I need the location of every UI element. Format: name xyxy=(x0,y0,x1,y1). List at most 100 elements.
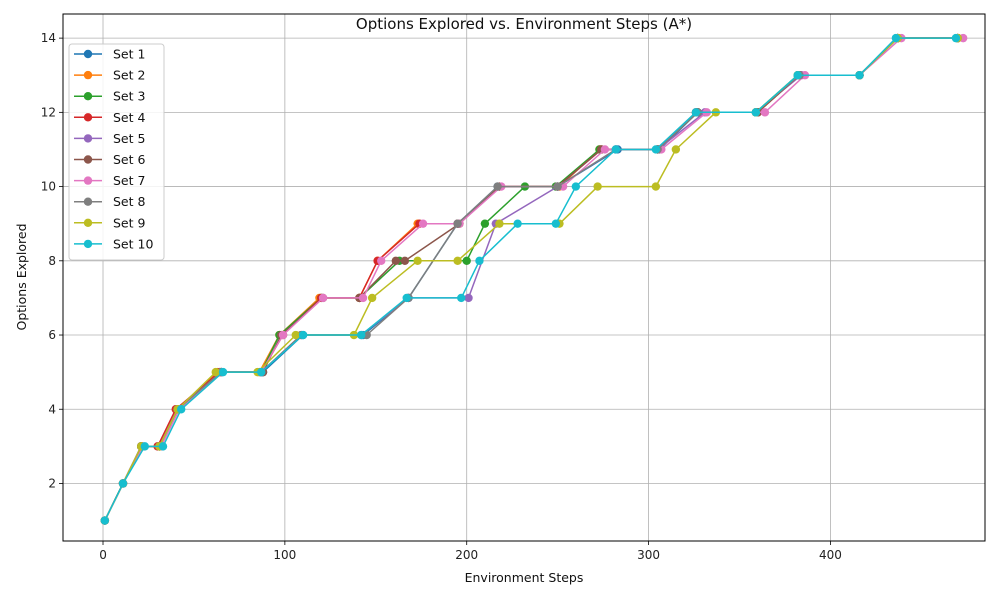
data-point-set-9 xyxy=(413,256,422,265)
data-point-set-8 xyxy=(553,182,562,191)
data-point-set-10 xyxy=(218,367,228,377)
y-tick-label: 12 xyxy=(41,105,56,119)
data-point-set-8 xyxy=(493,182,502,191)
legend-item-set-7: Set 7 xyxy=(74,173,145,188)
data-point-set-9 xyxy=(367,293,377,303)
x-tick-label: 400 xyxy=(819,548,842,562)
legend-item-set-1: Set 1 xyxy=(74,47,145,62)
legend-label: Set 6 xyxy=(113,152,145,167)
data-point-set-9 xyxy=(651,182,661,191)
data-point-set-9 xyxy=(453,256,462,265)
legend-label: Set 5 xyxy=(113,131,145,146)
legend-item-set-9: Set 9 xyxy=(74,215,145,230)
data-point-set-7 xyxy=(358,293,368,303)
legend-marker xyxy=(83,176,93,185)
x-tick-label: 100 xyxy=(273,548,296,562)
data-point-set-10 xyxy=(257,367,266,377)
legend-label: Set 8 xyxy=(113,194,145,209)
legend: Set 1 Set 2 Set 3 Set 4 Set 5 Set 6 Set 7 Set 8… xyxy=(68,43,165,261)
y-tick-label: 4 xyxy=(48,402,56,416)
legend-label: Set 9 xyxy=(113,215,145,230)
data-point-set-3 xyxy=(480,219,490,228)
legend-item-set-2: Set 2 xyxy=(74,68,145,83)
data-point-set-10 xyxy=(611,145,621,154)
y-axis-label: Options Explored xyxy=(14,223,29,330)
series-set-10 xyxy=(100,33,961,525)
legend-marker xyxy=(83,134,93,143)
data-point-set-10 xyxy=(793,71,802,80)
data-point-set-10 xyxy=(298,330,308,340)
x-tick-label: 300 xyxy=(637,548,660,562)
data-point-set-8 xyxy=(453,219,462,228)
legend-item-set-10: Set 10 xyxy=(74,236,153,251)
ticks: 0 100 200 300 400 2 4 6 8 10 12 14 xyxy=(41,31,842,562)
data-point-set-10 xyxy=(651,145,661,154)
legend-marker xyxy=(83,239,93,249)
data-point-set-10 xyxy=(751,108,761,117)
data-point-set-10 xyxy=(951,33,961,43)
legend-label: Set 3 xyxy=(113,89,145,104)
legend-label: Set 10 xyxy=(113,236,153,251)
series-layer xyxy=(100,33,968,525)
legend-marker xyxy=(83,113,93,122)
data-point-set-9 xyxy=(593,182,602,191)
data-point-set-7 xyxy=(418,219,428,228)
data-point-set-5 xyxy=(464,293,473,303)
y-tick-label: 14 xyxy=(41,31,56,45)
data-point-set-10 xyxy=(691,108,701,117)
x-tick-label: 200 xyxy=(455,548,478,562)
legend-marker xyxy=(83,197,93,206)
legend-item-set-5: Set 5 xyxy=(74,131,145,146)
legend-item-set-3: Set 3 xyxy=(74,89,145,104)
x-tick-label: 0 xyxy=(99,548,107,562)
data-point-set-10 xyxy=(177,405,186,414)
plot-frame xyxy=(62,13,986,542)
data-point-set-7 xyxy=(278,330,288,340)
data-point-set-7 xyxy=(318,293,328,303)
data-point-set-10 xyxy=(891,33,901,43)
data-point-set-6 xyxy=(391,256,400,265)
y-tick-label: 6 xyxy=(48,328,56,342)
data-point-set-7 xyxy=(377,256,386,265)
legend-item-set-8: Set 8 xyxy=(74,194,145,209)
legend-marker xyxy=(83,92,93,101)
y-tick-label: 2 xyxy=(48,476,56,490)
legend-label: Set 1 xyxy=(113,47,145,62)
y-tick-label: 8 xyxy=(48,254,56,268)
legend-marker xyxy=(83,155,93,164)
data-point-set-6 xyxy=(400,256,410,265)
data-point-set-10 xyxy=(402,293,411,303)
legend-label: Set 2 xyxy=(113,68,145,83)
x-axis-label: Environment Steps xyxy=(465,570,584,585)
data-point-set-10 xyxy=(357,330,366,340)
data-point-set-7 xyxy=(760,108,770,117)
data-point-set-10 xyxy=(457,293,466,303)
data-point-set-10 xyxy=(100,516,110,525)
y-tick-label: 10 xyxy=(41,180,56,194)
legend-item-set-6: Set 6 xyxy=(74,152,145,167)
legend-marker xyxy=(83,49,93,59)
data-point-set-10 xyxy=(571,182,581,191)
data-point-set-10 xyxy=(513,219,522,228)
legend-marker xyxy=(83,70,93,80)
legend-label: Set 4 xyxy=(113,110,145,125)
legend-marker xyxy=(83,218,93,227)
chart-title: Options Explored vs. Environment Steps (… xyxy=(356,15,692,33)
data-point-set-10 xyxy=(855,71,864,80)
legend-item-set-4: Set 4 xyxy=(74,110,145,125)
data-point-set-10 xyxy=(118,479,128,488)
data-point-set-9 xyxy=(211,367,220,377)
data-point-set-9 xyxy=(291,330,300,340)
legend-box xyxy=(68,43,165,261)
data-point-set-10 xyxy=(551,219,561,228)
data-point-set-9 xyxy=(495,219,504,228)
data-point-set-9 xyxy=(671,145,681,154)
data-point-set-3 xyxy=(462,256,471,265)
data-point-set-10 xyxy=(158,442,168,451)
legend-label: Set 7 xyxy=(113,173,145,188)
data-point-set-10 xyxy=(475,256,484,265)
data-point-set-10 xyxy=(140,442,150,451)
data-point-set-7 xyxy=(600,145,610,154)
